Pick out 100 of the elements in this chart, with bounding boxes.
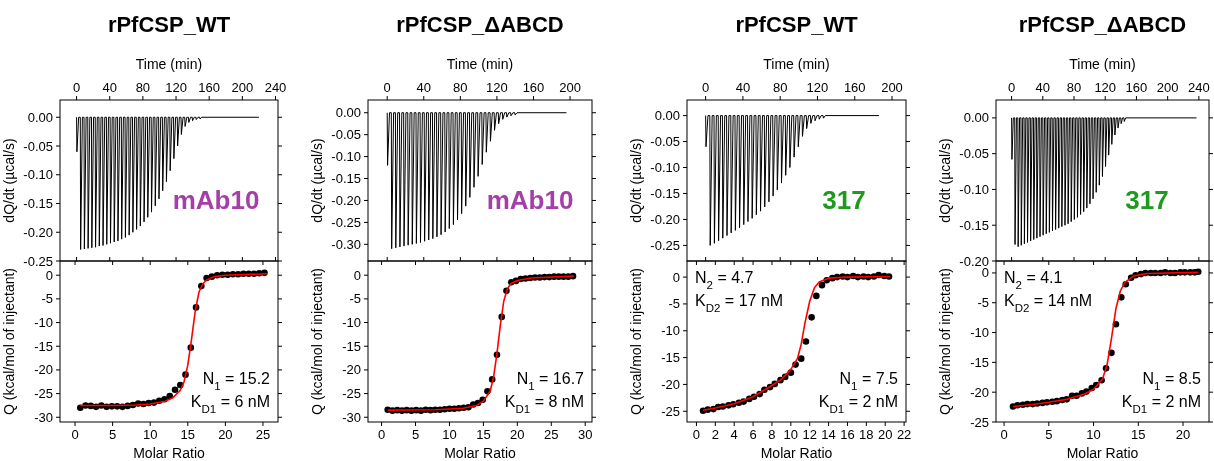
chart-title: rPfCSP_WT — [107, 12, 231, 37]
x-tick-label: 6 — [749, 427, 757, 442]
y-tick-label: -0.15 — [959, 217, 989, 233]
x-axis-title: Time (min) — [135, 56, 203, 72]
x-tick-label: 160 — [1125, 80, 1148, 95]
x-tick-label: 0 — [72, 80, 81, 95]
y-tick-label: -20 — [661, 376, 680, 392]
y-tick-label: -5 — [349, 291, 361, 307]
annotation: K$_{D1}$ = 8 nM — [504, 393, 584, 415]
chart-title: rPfCSP_WT — [735, 12, 859, 37]
y-tick-label: 0.00 — [654, 108, 680, 124]
annotation: K$_{D2}$ = 17 nM — [695, 292, 784, 314]
annotation: N$_{1}$ = 7.5 — [839, 370, 899, 392]
y-tick-label: -0.25 — [650, 237, 680, 253]
annotation: K$_{D1}$ = 2 nM — [818, 393, 898, 415]
x-axis-title: Time (min) — [446, 56, 514, 72]
x-axis-title: Time (min) — [763, 56, 830, 72]
x-tick-label: 240 — [264, 80, 287, 95]
x-tick-label: 40 — [735, 80, 751, 95]
y-tick-label: -0.20 — [331, 193, 361, 209]
y-tick-label: -0.05 — [331, 127, 361, 143]
y-tick-label: -0.30 — [331, 236, 361, 252]
x-tick-label: 10 — [442, 427, 457, 442]
x-tick-label: 200 — [1156, 80, 1179, 95]
x-tick-label: 5 — [411, 427, 420, 442]
annotation: N$_{1}$ = 8.5 — [1142, 370, 1202, 392]
annotation: 317 — [1125, 184, 1169, 215]
y-tick-label: -5 — [977, 295, 989, 311]
x-tick-label: 0 — [377, 427, 386, 442]
x-tick-label: 240 — [1188, 80, 1210, 95]
y-tick-label: -0.15 — [331, 171, 361, 187]
y-tick-label: -15 — [661, 350, 680, 366]
y-tick-label: -0.05 — [23, 138, 53, 154]
y-tick-label: -30 — [342, 409, 361, 425]
x-tick-label: 15 — [180, 427, 196, 442]
y-tick-label: -20 — [342, 362, 361, 378]
y-tick-label: -15 — [34, 338, 53, 354]
x-tick-label: 80 — [772, 80, 788, 95]
x-axis-title: Molar Ratio — [760, 445, 833, 461]
annotation: N$_{1}$ = 16.7 — [516, 370, 585, 392]
x-tick-label: 25 — [544, 427, 559, 442]
y-tick-label: -0.10 — [331, 149, 361, 165]
y-tick-label: -5 — [668, 296, 680, 312]
x-tick-label: 160 — [198, 80, 221, 95]
y-tick-label: -5 — [41, 291, 53, 307]
y-tick-label: -0.10 — [959, 181, 989, 197]
annotation: K$_{D2}$ = 14 nM — [1004, 292, 1093, 314]
y-tick-label: -15 — [970, 354, 989, 370]
x-tick-label: 0 — [71, 427, 79, 442]
y-tick-label: -0.05 — [650, 134, 680, 150]
y-tick-label: -0.25 — [23, 253, 53, 269]
y-tick-label: -0.20 — [650, 212, 680, 227]
x-tick-label: 80 — [135, 80, 151, 95]
y-axis-title: dQ/dt (µcal/s) — [628, 138, 644, 223]
annotation: 317 — [822, 184, 866, 215]
annotation: K$_{D1}$ = 6 nM — [190, 393, 270, 415]
y-tick-label: -25 — [342, 386, 361, 402]
x-tick-label: 5 — [1045, 427, 1053, 442]
y-tick-label: -20 — [970, 384, 989, 400]
x-tick-label: 14 — [821, 427, 836, 442]
x-tick-label: 160 — [843, 80, 866, 95]
x-tick-label: 16 — [840, 427, 855, 442]
y-tick-label: -10 — [970, 325, 989, 341]
x-tick-label: 12 — [802, 427, 817, 442]
annotation: K$_{D1}$ = 2 nM — [1121, 393, 1201, 415]
x-tick-label: 80 — [453, 80, 468, 95]
x-tick-label: 4 — [730, 427, 738, 442]
x-axis-title: Molar Ratio — [133, 445, 205, 461]
annotation: N$_{1}$ = 15.2 — [202, 370, 271, 392]
y-tick-label: -0.10 — [23, 167, 53, 183]
x-tick-label: 25 — [255, 427, 271, 442]
x-axis-title: Time (min) — [1069, 56, 1136, 72]
y-axis-title: dQ/dt (µcal/s) — [937, 138, 953, 223]
x-tick-label: 10 — [142, 427, 158, 442]
y-tick-label: 0.00 — [335, 105, 361, 121]
x-tick-label: 10 — [1086, 427, 1101, 442]
annotation: N$_{2}$ = 4.1 — [1004, 269, 1063, 291]
x-tick-label: 200 — [881, 80, 903, 95]
y-tick-label: -25 — [34, 386, 53, 402]
y-tick-label: -0.25 — [331, 214, 361, 230]
x-tick-label: 40 — [416, 80, 432, 95]
x-tick-label: 120 — [1094, 80, 1117, 95]
x-tick-label: 40 — [102, 80, 117, 95]
x-tick-label: 120 — [165, 80, 187, 95]
y-tick-label: -25 — [970, 414, 989, 430]
y-axis-title: Q (kcal/mol of injectant) — [628, 267, 644, 416]
y-tick-label: 0.00 — [963, 110, 989, 126]
y-axis-title: Q (kcal/mol of injectant) — [309, 267, 325, 416]
y-tick-label: -10 — [342, 315, 361, 331]
y-tick-label: -10 — [34, 315, 53, 331]
y-tick-label: -20 — [34, 362, 53, 378]
y-tick-label: -15 — [342, 338, 361, 354]
x-tick-label: 0 — [1007, 80, 1016, 95]
x-tick-label: 22 — [896, 427, 912, 442]
x-axis-title: Molar Ratio — [1066, 445, 1139, 461]
x-tick-label: 20 — [510, 427, 525, 442]
x-tick-label: 10 — [783, 427, 799, 442]
y-tick-label: -25 — [661, 403, 680, 419]
y-tick-label: 0 — [353, 267, 361, 283]
x-axis-title: Molar Ratio — [444, 445, 516, 461]
